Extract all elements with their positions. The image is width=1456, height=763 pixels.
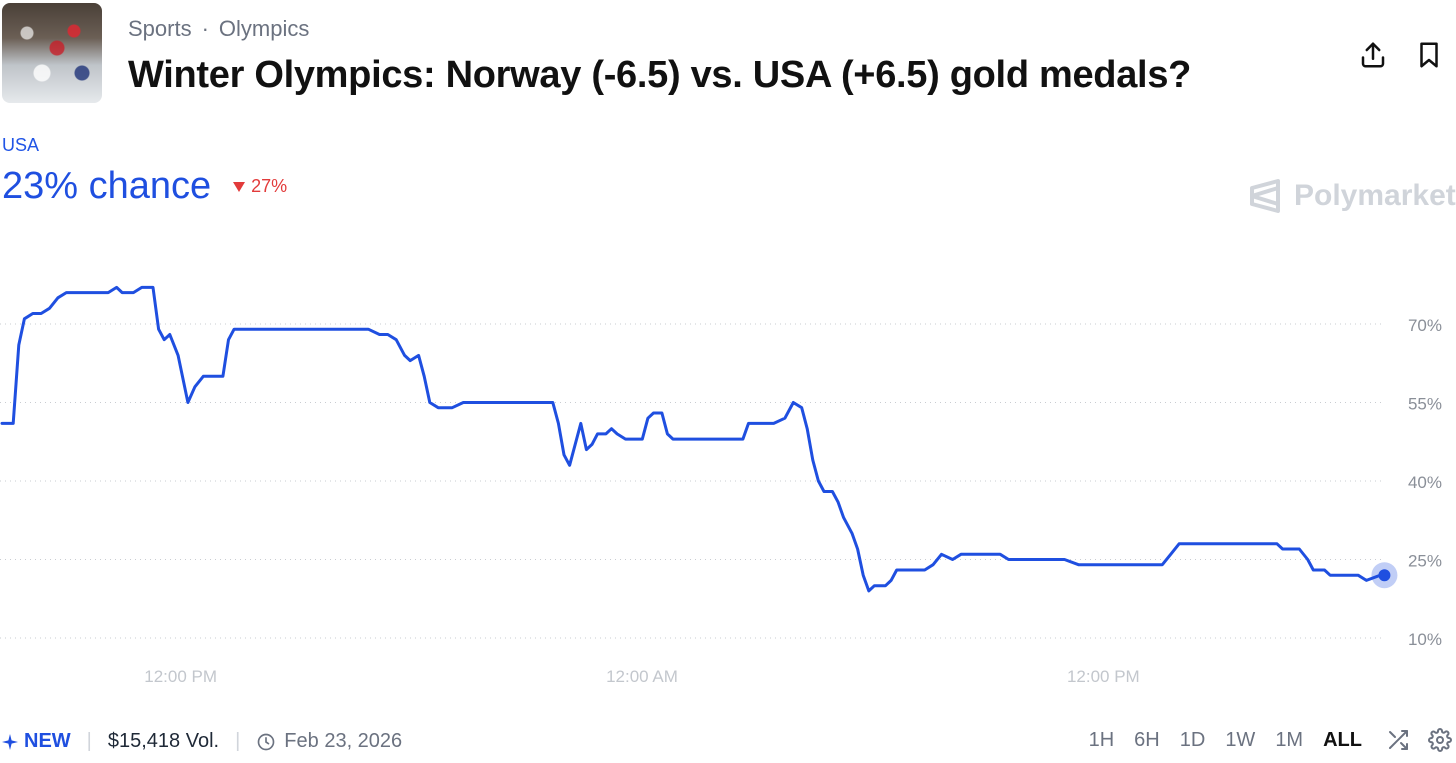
- volume-text: $15,418 Vol.: [107, 730, 220, 752]
- polymarket-logo-icon: [1250, 179, 1280, 213]
- y-tick-label: 10%: [1408, 630, 1442, 649]
- share-icon: [1361, 42, 1385, 68]
- footer-bar: NEW | $15,418 Vol. | Feb 23, 2026 1H 6H …: [0, 726, 1456, 758]
- polymarket-watermark: Polymarket: [1248, 178, 1456, 214]
- range-1m-button[interactable]: 1M: [1275, 728, 1304, 751]
- new-label: NEW: [24, 730, 71, 752]
- watermark-text: Polymarket: [1294, 179, 1456, 212]
- y-tick-label: 70%: [1408, 316, 1442, 335]
- gear-icon: [1428, 728, 1452, 752]
- clock-icon: [257, 733, 275, 750]
- down-triangle-icon: [233, 182, 246, 192]
- y-tick-label: 25%: [1408, 552, 1442, 571]
- divider: |: [86, 730, 92, 752]
- breadcrumb: Sports · Olympics: [128, 16, 309, 42]
- market-thumbnail: [2, 3, 102, 103]
- breadcrumb-category[interactable]: Sports: [128, 16, 192, 41]
- sparkle-icon: [2, 733, 18, 750]
- range-1h-button[interactable]: 1H: [1088, 728, 1115, 751]
- share-button[interactable]: [1358, 40, 1388, 70]
- x-tick-label: 12:00 PM: [1067, 667, 1140, 686]
- price-chart[interactable]: 70% 55% 40% 25% 10% 12:00 PM 12:00 AM 12:00 PM: [0, 260, 1456, 700]
- range-1w-button[interactable]: 1W: [1225, 728, 1256, 751]
- change-badge: 27%: [233, 176, 287, 197]
- end-date-text: Feb 23, 2026: [284, 730, 403, 752]
- range-1d-button[interactable]: 1D: [1179, 728, 1206, 751]
- shuffle-button[interactable]: [1386, 728, 1410, 752]
- new-badge: NEW: [2, 730, 71, 753]
- x-tick-label: 12:00 PM: [144, 667, 217, 686]
- chance-row: 23% chance 27%: [2, 165, 287, 208]
- divider: |: [235, 730, 241, 752]
- shuffle-icon: [1389, 730, 1408, 750]
- settings-button[interactable]: [1428, 728, 1452, 752]
- series-line-usa: [0, 285, 1382, 593]
- page-title: Winter Olympics: Norway (-6.5) vs. USA (…: [128, 54, 1192, 96]
- current-point: [1378, 569, 1391, 582]
- bookmark-icon: [1420, 42, 1438, 68]
- breadcrumb-subcategory[interactable]: Olympics: [218, 16, 310, 41]
- y-tick-label: 40%: [1408, 473, 1442, 492]
- y-tick-label: 55%: [1408, 395, 1442, 414]
- x-tick-label: 12:00 AM: [606, 667, 678, 686]
- outcome-label: USA: [2, 135, 40, 155]
- change-value: 27%: [251, 176, 288, 196]
- chance-value: 23% chance: [2, 165, 212, 207]
- end-date: Feb 23, 2026: [256, 730, 402, 753]
- bookmark-button[interactable]: [1414, 40, 1444, 70]
- breadcrumb-separator: ·: [201, 16, 209, 41]
- range-6h-button[interactable]: 6H: [1134, 728, 1160, 751]
- range-all-button[interactable]: ALL: [1323, 728, 1362, 751]
